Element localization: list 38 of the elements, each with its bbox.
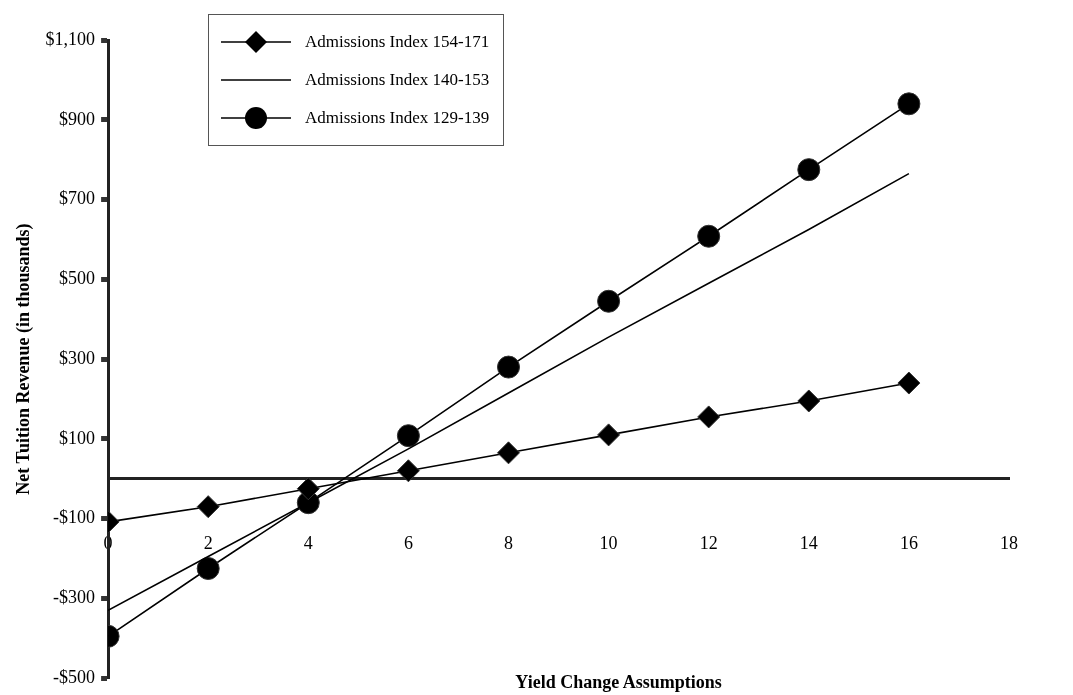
point [396, 424, 420, 448]
x-tick-label: 2 [203, 533, 213, 554]
y-axis-title: Net Tuition Revenue (in thousands) [13, 223, 35, 495]
point [797, 158, 821, 182]
x-tick-label: 6 [403, 533, 413, 554]
x-tick-label: 12 [699, 533, 718, 554]
x-tick-label: 16 [899, 533, 918, 554]
x-tick-label: 8 [504, 533, 513, 554]
point [597, 423, 621, 447]
y-tick-label: $100 [59, 427, 96, 448]
x-tick-label: 4 [303, 533, 313, 554]
y-tick-label: $300 [59, 347, 96, 368]
point [697, 224, 721, 248]
point [697, 405, 721, 429]
x-axis-title: Yield Change Assumptions [515, 671, 722, 692]
point [797, 389, 821, 413]
point [597, 289, 621, 313]
point [396, 459, 420, 483]
point [497, 441, 520, 465]
y-tick-label: -$300 [53, 587, 96, 608]
y-tick-label: $900 [59, 108, 96, 129]
legend-label: Admissions Index 154-171 [305, 32, 490, 52]
point [897, 92, 921, 116]
point [196, 557, 220, 581]
y-tick-label: -$100 [53, 507, 96, 528]
point [497, 355, 520, 379]
x-tick-label: 18 [1000, 533, 1018, 554]
point [196, 495, 220, 519]
x-tick-label: 14 [799, 533, 818, 554]
point [296, 477, 320, 501]
y-tick-label: $500 [59, 268, 96, 289]
x-tick-label: 10 [599, 533, 618, 554]
legend-label: Admissions Index 129-139 [305, 108, 490, 128]
y-tick-label: $1,100 [45, 28, 96, 49]
legend-label: Admissions Index 140-153 [305, 70, 490, 90]
point [897, 371, 921, 395]
y-tick-label: -$500 [53, 666, 96, 687]
y-tick-label: $700 [59, 188, 96, 209]
